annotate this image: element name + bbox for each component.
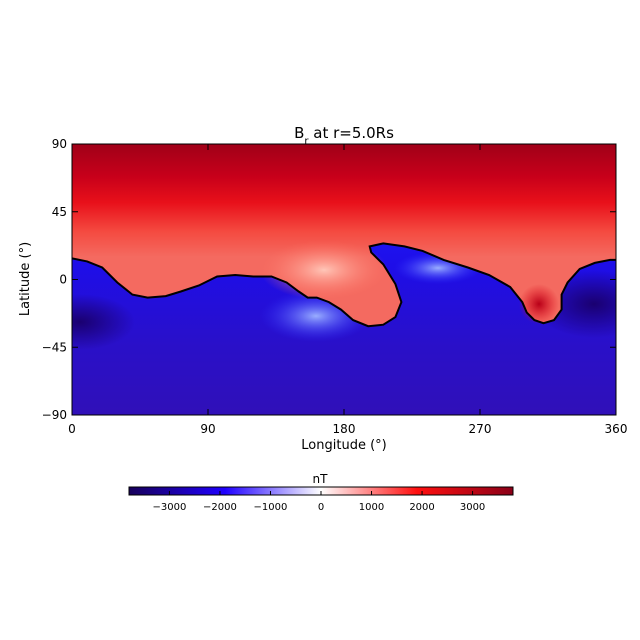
chart-title: Br at r=5.0Rs	[294, 124, 394, 147]
y-tick-label: −45	[42, 340, 67, 354]
x-tick-label: 270	[469, 422, 492, 436]
y-tick-label: 45	[52, 205, 67, 219]
x-tick-label: 180	[333, 422, 356, 436]
heatmap	[72, 144, 616, 415]
colorbar-tick-label: 1000	[359, 502, 384, 513]
x-tick-label: 90	[200, 422, 215, 436]
colorbar-tick-label: −1000	[254, 502, 288, 513]
x-tick-label: 0	[68, 422, 76, 436]
neutral-line	[72, 242, 616, 328]
colorbar-tick-label: −2000	[203, 502, 237, 513]
x-axis-label: Longitude (°)	[301, 438, 386, 453]
hotspot	[519, 284, 559, 324]
y-axis-label: Latitude (°)	[18, 242, 33, 316]
y-tick-label: −90	[42, 408, 67, 422]
colorbar-ticks: −3000 −2000 −1000 0 1000 2000 3000	[153, 491, 485, 513]
weak-positive-zone	[260, 240, 388, 300]
colorbar-tick-label: 3000	[460, 502, 485, 513]
y-axis: 90 45 0 −45 −90	[42, 137, 616, 422]
y-tick-label: 0	[59, 273, 67, 287]
y-tick-label: 90	[52, 137, 67, 151]
x-axis: 0 90 180 270 360	[68, 144, 627, 436]
strong-negative-west	[72, 294, 135, 350]
colorbar-tick-label: 2000	[409, 502, 434, 513]
colorbar-tick-label: −3000	[153, 502, 187, 513]
colorbar-title: nT	[313, 472, 329, 486]
colorbar-tick-label: 0	[318, 502, 324, 513]
x-tick-label: 360	[605, 422, 628, 436]
